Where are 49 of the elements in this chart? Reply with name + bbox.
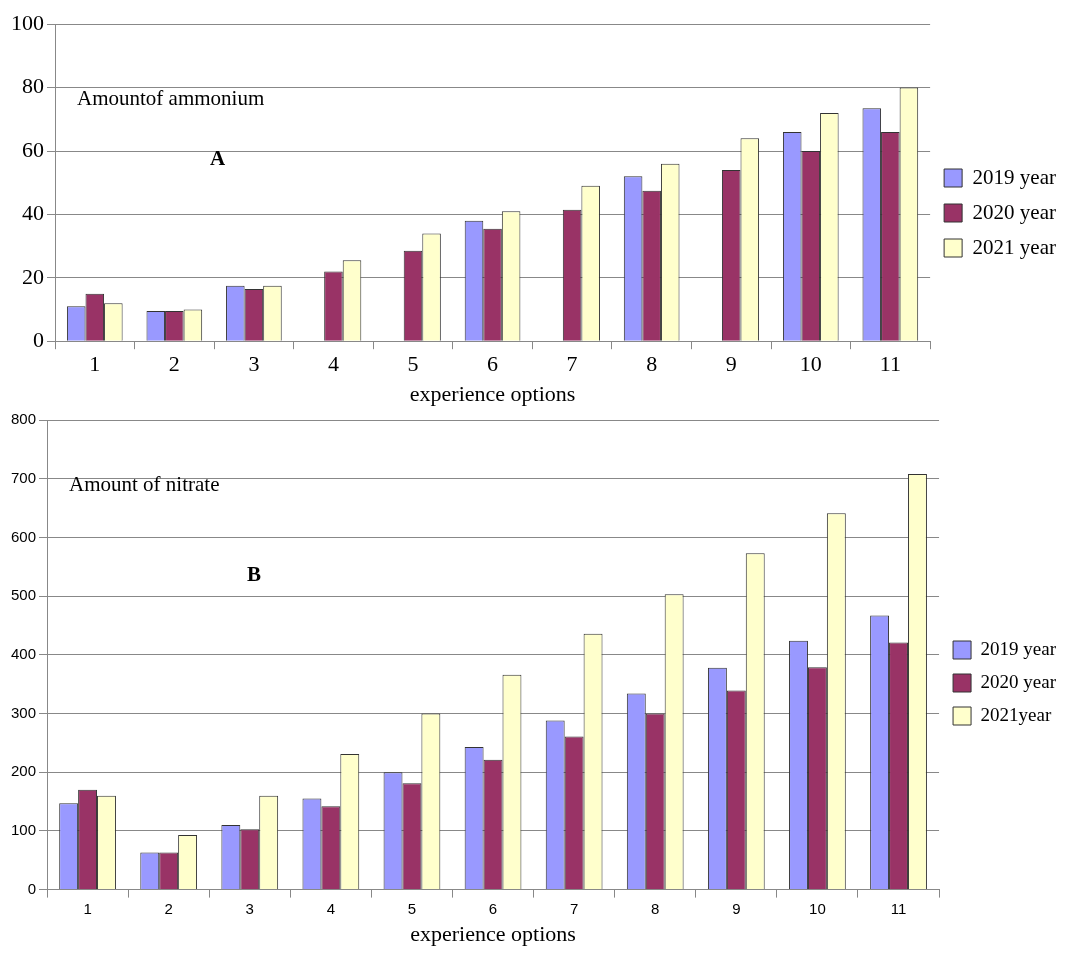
x-tick-label: 1 xyxy=(83,899,92,917)
legend-label: 2021 year xyxy=(972,234,1057,259)
x-tick-label: 11 xyxy=(879,351,901,377)
x-tick-label: 10 xyxy=(799,351,822,377)
x-tick-label: 6 xyxy=(488,899,498,917)
x-tick-label: 4 xyxy=(326,899,336,917)
x-tick-label: 2 xyxy=(164,899,173,917)
x-axis-title: experience options xyxy=(409,380,576,406)
x-tick-label: 3 xyxy=(245,899,254,917)
y-tick-label: 700 xyxy=(11,468,37,486)
x-tick-label: 9 xyxy=(732,899,741,917)
y-tick-label: 500 xyxy=(11,586,37,604)
x-tick-label: 7 xyxy=(569,899,579,917)
annotation: Amountof ammonium xyxy=(77,86,265,111)
y-tick-label: 800 xyxy=(11,410,37,428)
x-axis-title: experience options xyxy=(410,920,576,946)
y-tick-label: 300 xyxy=(11,703,37,721)
y-tick-label: 0 xyxy=(33,326,44,352)
x-tick-label: 2 xyxy=(168,351,180,377)
x-tick-label: 8 xyxy=(651,899,660,917)
legend-label: 2020 year xyxy=(980,670,1057,692)
x-tick-label: 9 xyxy=(725,351,737,377)
y-tick-label: 100 xyxy=(11,9,44,35)
x-tick-label: 5 xyxy=(407,899,417,917)
annotation: Amount of nitrate xyxy=(69,472,220,497)
annotation: A xyxy=(210,146,226,171)
y-tick-label: 400 xyxy=(11,644,37,662)
legend-label: 2021year xyxy=(980,703,1052,725)
x-tick-label: 6 xyxy=(487,351,499,377)
x-tick-label: 11 xyxy=(890,899,907,917)
x-tick-label: 10 xyxy=(809,899,826,917)
x-tick-label: 8 xyxy=(646,351,658,377)
y-tick-label: 100 xyxy=(11,821,37,839)
legend-label: 2019 year xyxy=(972,164,1057,189)
x-tick-label: 4 xyxy=(327,351,339,377)
y-tick-label: 200 xyxy=(11,762,37,780)
y-tick-label: 600 xyxy=(11,527,37,545)
legend-label: 2019 year xyxy=(980,637,1057,659)
y-tick-label: 20 xyxy=(22,263,44,289)
y-tick-label: 40 xyxy=(22,200,44,226)
x-tick-label: 1 xyxy=(89,351,101,377)
x-tick-label: 3 xyxy=(248,351,260,377)
x-tick-label: 5 xyxy=(407,351,419,377)
annotation: B xyxy=(247,561,262,586)
y-tick-label: 80 xyxy=(22,73,44,99)
y-tick-label: 0 xyxy=(27,879,37,897)
y-tick-label: 60 xyxy=(22,136,44,162)
x-tick-label: 7 xyxy=(566,351,578,377)
legend-label: 2020 year xyxy=(972,199,1057,224)
